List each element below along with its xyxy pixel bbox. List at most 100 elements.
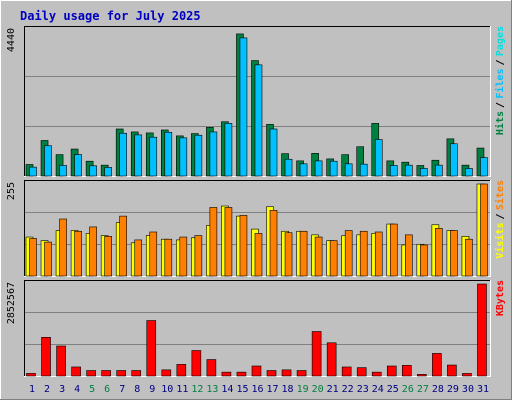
- bar-sites-day-21: [329, 240, 338, 277]
- bar-sites-day-7-fill: [119, 215, 127, 277]
- day-label-28: 28: [432, 384, 444, 395]
- bar-files-day-14-fill: [224, 123, 233, 177]
- panel-plot-area: [24, 280, 490, 376]
- bar-sites-day-8: [134, 239, 143, 277]
- bar-sites-day-5: [89, 226, 97, 277]
- legend-kbytes: KBytes: [495, 280, 506, 316]
- day-label-20: 20: [312, 384, 324, 395]
- day-label-27: 27: [417, 384, 429, 395]
- bar-files-day-5: [89, 165, 97, 177]
- bar-files-day-21: [329, 160, 338, 177]
- day-label-30: 30: [462, 384, 474, 395]
- bar-sites-day-30: [465, 238, 473, 277]
- legend-separator: /: [495, 102, 506, 108]
- bar-files-day-19: [299, 163, 308, 177]
- bar-files-day-25-fill: [389, 165, 398, 177]
- bar-sites-day-21-fill: [329, 240, 338, 277]
- bar-kbytes-day-7: [116, 370, 126, 377]
- bar-kbytes-day-14-fill: [221, 371, 232, 377]
- bar-sites-day-28: [435, 228, 443, 277]
- bar-files-day-14: [224, 123, 233, 177]
- bar-sites-day-17-fill: [269, 210, 278, 277]
- panel-1-ymax-label: 4440: [6, 28, 17, 52]
- panel-3-ymax-label: 2852567: [6, 282, 17, 324]
- day-label-16: 16: [251, 384, 263, 395]
- bar-files-day-26-fill: [405, 164, 413, 177]
- bar-files-day-6-fill: [104, 167, 112, 177]
- bar-kbytes-day-9: [146, 320, 157, 377]
- bar-files-day-1: [29, 166, 37, 177]
- bar-files-day-11: [179, 137, 188, 177]
- day-label-10: 10: [161, 384, 173, 395]
- chart-panels: 4440 Pages / Files / Hits 255 Sites / Visits 28525…: [6, 26, 506, 377]
- bar-kbytes-day-17-fill: [266, 370, 277, 377]
- bar-sites-day-14: [224, 207, 233, 277]
- bar-files-day-17-fill: [269, 128, 278, 177]
- bar-kbytes-day-29: [447, 364, 457, 377]
- bar-kbytes-day-28: [432, 353, 442, 377]
- bar-files-day-27: [420, 168, 428, 177]
- bar-files-day-30: [465, 168, 473, 177]
- bar-files-day-12: [194, 134, 203, 177]
- bar-sites-day-26: [405, 234, 413, 277]
- bar-files-day-18: [284, 158, 293, 177]
- day-label-15: 15: [236, 384, 248, 395]
- bar-files-day-16-fill: [254, 64, 263, 177]
- bar-kbytes-day-26: [402, 365, 412, 377]
- bar-kbytes-day-21-fill: [326, 342, 337, 377]
- day-label-19: 19: [297, 384, 309, 395]
- bar-sites-day-26-fill: [405, 234, 413, 277]
- bar-sites-day-17: [269, 210, 278, 277]
- bar-files-day-4: [74, 154, 82, 177]
- bar-sites-day-15: [239, 215, 248, 277]
- panel-2-box: [24, 180, 491, 277]
- bar-kbytes-day-5: [86, 370, 96, 377]
- bar-kbytes-day-8: [131, 370, 142, 377]
- bar-sites-day-2-fill: [44, 241, 52, 277]
- bar-files-day-9-fill: [149, 136, 158, 177]
- bar-sites-day-27: [420, 244, 428, 277]
- bar-files-day-4-fill: [74, 154, 82, 177]
- bar-files-day-9: [149, 136, 158, 177]
- day-label-24: 24: [372, 384, 384, 395]
- bar-sites-day-24-fill: [374, 231, 383, 277]
- bar-files-day-29: [450, 143, 458, 177]
- bar-sites-day-13-fill: [209, 207, 218, 277]
- bar-sites-day-16: [254, 233, 263, 277]
- bar-kbytes-day-12-fill: [191, 350, 202, 377]
- bar-files-day-13: [209, 131, 218, 177]
- bar-kbytes-day-27-fill: [417, 374, 427, 377]
- bar-kbytes-day-5-fill: [86, 370, 96, 377]
- day-label-13: 13: [206, 384, 218, 395]
- bar-kbytes-day-31: [477, 283, 487, 377]
- day-label-12: 12: [191, 384, 203, 395]
- bar-files-day-26: [405, 164, 413, 177]
- day-label-4: 4: [74, 384, 80, 395]
- bar-sites-day-5-fill: [89, 226, 97, 277]
- bar-sites-day-18-fill: [284, 232, 293, 277]
- bar-files-day-23: [359, 163, 368, 177]
- bar-kbytes-day-21: [326, 342, 337, 377]
- bar-kbytes-day-22-fill: [341, 366, 352, 377]
- bar-files-day-22-fill: [344, 163, 353, 177]
- bar-sites-day-1: [29, 238, 37, 277]
- bar-kbytes-day-9-fill: [146, 320, 157, 377]
- bar-files-day-19-fill: [299, 163, 308, 177]
- bar-files-day-10-fill: [164, 131, 173, 177]
- bar-files-day-21-fill: [329, 160, 338, 177]
- day-label-11: 11: [176, 384, 188, 395]
- bar-sites-day-3-fill: [59, 218, 67, 277]
- bar-sites-day-14-fill: [224, 207, 233, 277]
- bar-files-day-24: [374, 139, 383, 177]
- bar-files-day-20-fill: [314, 160, 323, 177]
- bar-sites-day-6: [104, 236, 112, 277]
- bar-kbytes-day-27: [417, 374, 427, 377]
- panel-2-ymax-label: 255: [6, 182, 17, 200]
- bar-files-day-28: [435, 164, 443, 177]
- chart-title: Daily usage for July 2025: [20, 9, 201, 23]
- bar-files-day-30-fill: [465, 168, 473, 177]
- bar-sites-day-10-fill: [164, 238, 173, 277]
- bar-sites-day-20: [314, 236, 323, 277]
- bar-sites-day-25: [389, 223, 398, 277]
- bar-kbytes-day-10-fill: [161, 369, 172, 377]
